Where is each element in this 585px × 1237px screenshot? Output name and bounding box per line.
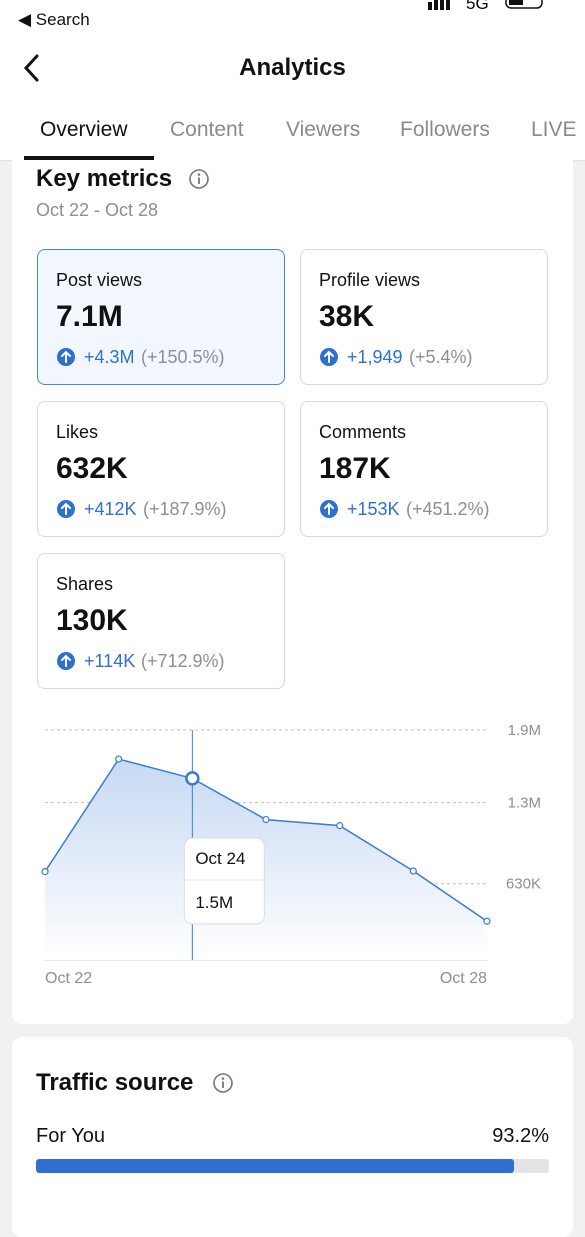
metric-card[interactable]: Post views 7.1M +4.3M (+150.5%): [37, 249, 285, 385]
metric-card[interactable]: Shares 130K +114K (+712.9%): [37, 553, 285, 689]
tooltip-date: Oct 24: [195, 849, 245, 868]
metric-value: 187K: [319, 452, 391, 485]
progress-bar: [36, 1159, 515, 1173]
metric-label: Likes: [56, 422, 99, 442]
metric-card[interactable]: Comments 187K +153K (+451.2%): [300, 401, 548, 537]
metric-change-pct: (+451.2%): [406, 499, 490, 519]
tooltip-value: 1.5M: [195, 893, 233, 912]
metric-change-pct: (+187.9%): [143, 499, 227, 519]
point: [185, 771, 200, 786]
metric-value: 38K: [319, 300, 375, 333]
point: [115, 755, 123, 763]
y-tick-label: 1.9M: [508, 722, 541, 739]
back-button[interactable]: [20, 52, 44, 84]
trend-icon: [56, 347, 76, 372]
tab[interactable]: Content: [170, 118, 244, 141]
status-back[interactable]: ◀ Search: [18, 10, 90, 29]
top-bar: ◀ Search 5G Analytics Overview Content Vie…: [0, 0, 585, 161]
metric-card[interactable]: Likes 632K +412K (+187.9%): [37, 401, 285, 537]
page-title: Analytics: [239, 54, 346, 81]
metric-change: +4.3M: [84, 347, 135, 367]
trend-icon: [56, 499, 76, 524]
info-icon[interactable]: [212, 1072, 234, 1094]
tab[interactable]: Viewers: [286, 118, 361, 141]
x-tick-label: Oct 22: [45, 970, 92, 987]
source-value: 93.2%: [492, 1125, 549, 1147]
metric-label: Profile views: [319, 270, 421, 290]
metric-change: +114K: [84, 651, 136, 671]
x-tick-label: Oct 28: [440, 970, 487, 987]
y-tick-label: 630K: [506, 876, 541, 893]
area-fill: [45, 759, 487, 960]
date-range: Oct 22 - Oct 28: [36, 200, 159, 220]
metric-value: 7.1M: [56, 300, 123, 333]
metric-change-pct: (+712.9%): [141, 651, 225, 671]
metric-change-pct: (+5.4%): [409, 347, 473, 367]
progress-track: [36, 1159, 549, 1173]
metric-change: +1,949: [347, 347, 403, 367]
info-icon[interactable]: [188, 168, 210, 190]
metric-change-pct: (+150.5%): [141, 347, 225, 367]
point: [41, 868, 49, 876]
trend-icon: [319, 347, 339, 372]
active-tab-indicator: [24, 156, 154, 160]
tab[interactable]: Followers: [400, 118, 490, 141]
metric-value: 632K: [56, 452, 128, 485]
point: [262, 815, 270, 824]
network-label: 5G: [466, 0, 489, 13]
chart: 630K 1.3M 1.9M Oct 24 1.5M Oct 22 Oct 28: [41, 722, 541, 987]
status-back-label: Search: [35, 10, 90, 29]
metric-label: Comments: [319, 422, 407, 442]
point: [409, 867, 417, 875]
tab[interactable]: Overview: [40, 118, 128, 141]
trend-icon: [319, 499, 339, 524]
metric-value: 130K: [56, 604, 128, 637]
point: [336, 822, 344, 830]
point: [483, 917, 491, 925]
metric-label: Shares: [56, 574, 114, 594]
metric-change: +153K: [347, 499, 400, 519]
status-icon-svg: 5G: [428, 0, 543, 13]
section-title: Traffic source: [36, 1069, 194, 1096]
y-tick-label: 1.3M: [508, 795, 541, 812]
tooltip: [183, 837, 265, 925]
status-icons: 5G: [428, 0, 548, 21]
metric-change: +412K: [84, 499, 137, 519]
trend-icon: [56, 651, 76, 676]
metric-label: Post views: [56, 270, 143, 290]
source-name: For You: [36, 1125, 105, 1147]
tab[interactable]: LIVE: [531, 118, 577, 141]
section-title: Key metrics: [36, 165, 173, 192]
traffic-source-card: Traffic source For You 93.2%: [12, 1037, 573, 1237]
metric-card[interactable]: Profile views 38K +1,949 (+5.4%): [300, 249, 548, 385]
